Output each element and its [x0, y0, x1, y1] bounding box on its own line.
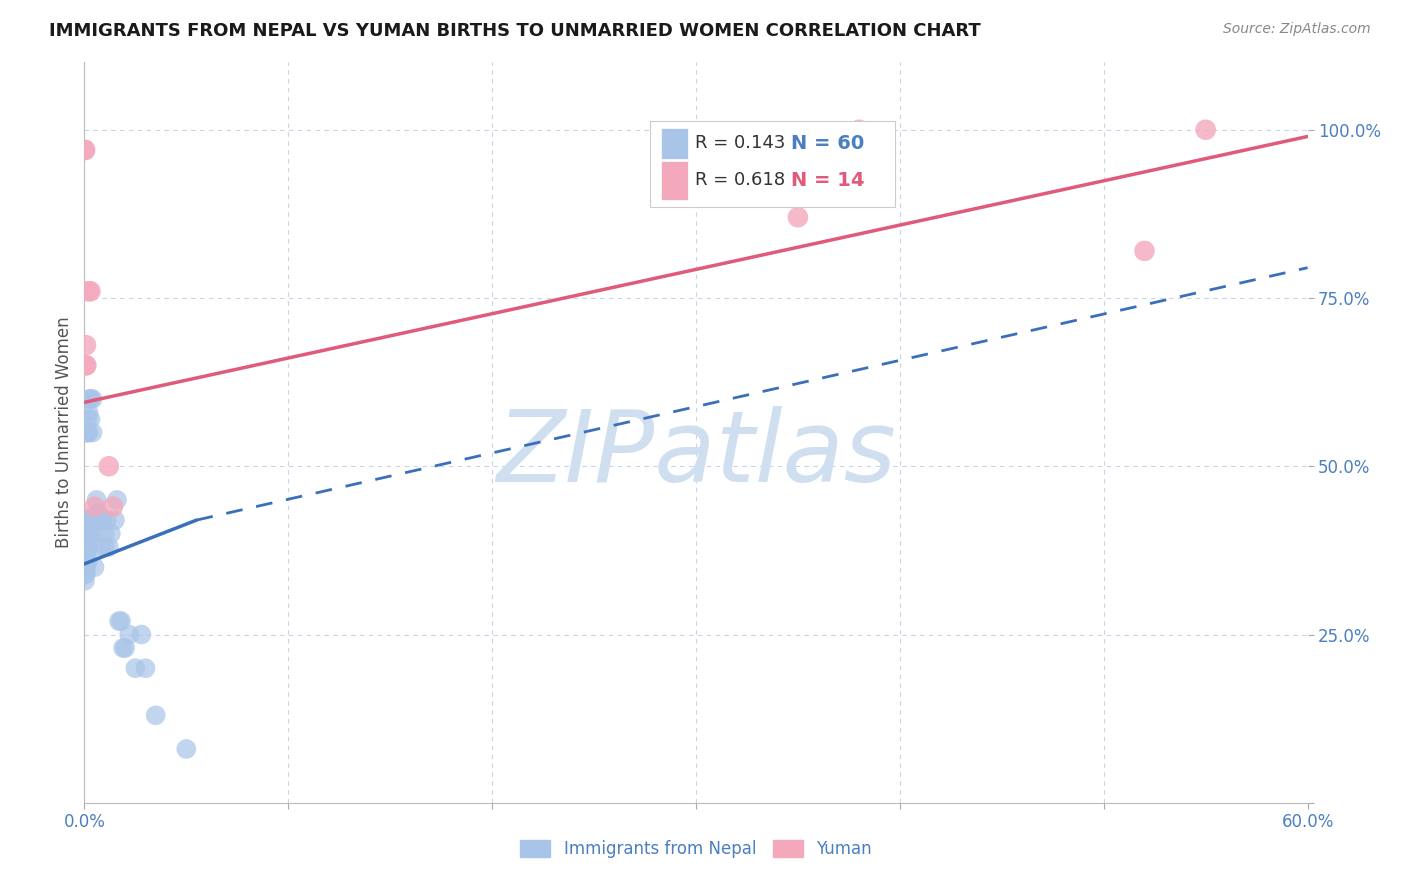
Point	[77, 553, 100, 567]
Point	[90, 513, 112, 527]
Point	[75, 566, 97, 581]
Point	[848, 122, 870, 136]
Point	[75, 560, 97, 574]
Point	[77, 405, 100, 419]
Point	[100, 526, 122, 541]
Point	[97, 459, 120, 474]
Point	[77, 425, 100, 440]
Point	[75, 560, 97, 574]
Point	[77, 513, 100, 527]
Point	[77, 540, 100, 554]
Point	[75, 553, 97, 567]
Point	[83, 513, 105, 527]
Point	[75, 553, 97, 567]
Point	[96, 513, 118, 527]
Point	[87, 507, 110, 521]
Point	[83, 560, 105, 574]
Text: ZIPatlas: ZIPatlas	[496, 407, 896, 503]
Point	[79, 526, 101, 541]
Point	[86, 492, 108, 507]
Point	[91, 513, 114, 527]
Point	[75, 143, 97, 157]
Point	[82, 425, 104, 440]
Y-axis label: Births to Unmarried Women: Births to Unmarried Women	[55, 317, 73, 549]
Point	[110, 614, 132, 628]
Point	[82, 392, 104, 406]
Point	[73, 560, 96, 574]
Point	[75, 359, 97, 373]
Point	[77, 526, 100, 541]
Point	[787, 211, 810, 225]
Text: R = 0.618: R = 0.618	[695, 171, 785, 189]
Point	[131, 627, 153, 641]
Point	[77, 285, 100, 299]
Point	[114, 640, 136, 655]
Point	[76, 425, 98, 440]
Point	[82, 526, 104, 541]
Point	[76, 540, 98, 554]
Point	[73, 143, 96, 157]
Point	[112, 640, 135, 655]
Text: Source: ZipAtlas.com: Source: ZipAtlas.com	[1223, 22, 1371, 37]
Point	[145, 708, 167, 723]
Point	[75, 540, 97, 554]
Point	[75, 425, 97, 440]
Point	[174, 742, 197, 756]
Point	[76, 412, 98, 426]
Point	[75, 513, 97, 527]
Point	[73, 553, 96, 567]
Point	[97, 540, 120, 554]
Point	[75, 553, 97, 567]
Point	[79, 392, 101, 406]
Point	[101, 500, 124, 514]
Point	[93, 526, 115, 541]
Legend: Immigrants from Nepal, Yuman: Immigrants from Nepal, Yuman	[513, 833, 879, 865]
Point	[75, 547, 97, 561]
Point	[75, 526, 97, 541]
Point	[90, 540, 112, 554]
Point	[75, 566, 97, 581]
Point	[75, 338, 97, 352]
Point	[79, 513, 101, 527]
Point	[75, 540, 97, 554]
Text: N = 60: N = 60	[792, 134, 865, 153]
Point	[1195, 122, 1218, 136]
Text: N = 14: N = 14	[792, 170, 865, 190]
Point	[75, 359, 97, 373]
Point	[108, 614, 131, 628]
Point	[86, 507, 108, 521]
Point	[118, 627, 141, 641]
Point	[93, 540, 115, 554]
Point	[135, 661, 157, 675]
Point	[76, 526, 98, 541]
Point	[104, 513, 127, 527]
Point	[79, 392, 101, 406]
Point	[124, 661, 146, 675]
Point	[73, 574, 96, 588]
Point	[1133, 244, 1156, 258]
Point	[105, 492, 128, 507]
Text: R = 0.143: R = 0.143	[695, 134, 786, 153]
Point	[79, 285, 101, 299]
Text: IMMIGRANTS FROM NEPAL VS YUMAN BIRTHS TO UNMARRIED WOMEN CORRELATION CHART: IMMIGRANTS FROM NEPAL VS YUMAN BIRTHS TO…	[49, 22, 981, 40]
Point	[76, 540, 98, 554]
Point	[83, 500, 105, 514]
Point	[79, 412, 101, 426]
